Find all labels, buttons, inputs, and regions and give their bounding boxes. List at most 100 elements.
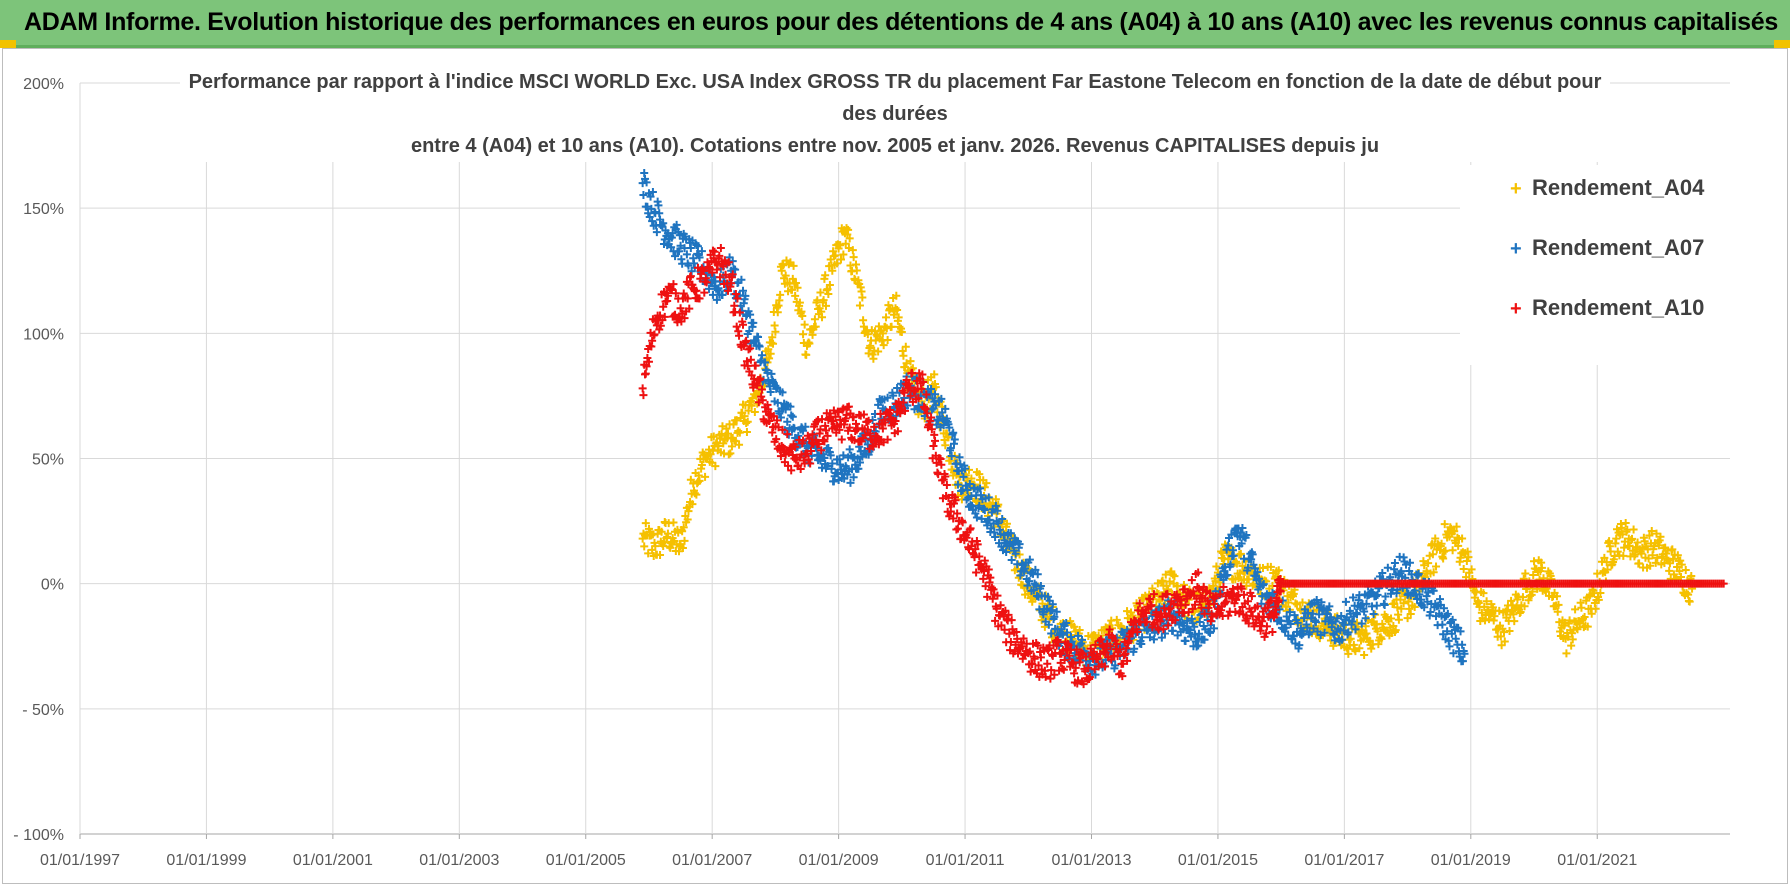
scatter-fill-point xyxy=(994,519,1003,528)
scatter-fill-point xyxy=(669,280,678,289)
scatter-fill-point xyxy=(869,442,878,451)
scatter-fill-point xyxy=(971,545,980,554)
scatter-fill-point xyxy=(1072,645,1081,654)
scatter-fill-point xyxy=(1349,593,1358,602)
scatter-fill-point xyxy=(1168,570,1177,579)
scatter-fill-point xyxy=(724,258,733,267)
scatter-fill-point xyxy=(874,347,883,356)
scatter-fill-point xyxy=(844,402,853,411)
scatter-fill-point xyxy=(1449,649,1458,658)
scatter-fill-point xyxy=(1247,607,1256,616)
scatter-fill-point xyxy=(766,349,775,358)
scatter-fill-point xyxy=(1006,638,1015,647)
scatter-fill-point xyxy=(692,240,701,249)
scatter-fill-point xyxy=(793,283,802,292)
scatter-fill-point xyxy=(833,259,842,268)
scatter-fill-point xyxy=(1669,554,1678,563)
scatter-fill-point xyxy=(659,302,668,311)
scatter-fill-point xyxy=(667,243,676,252)
scatter-fill-point xyxy=(1625,541,1634,550)
scatter-fill-point xyxy=(1293,618,1302,627)
banner-title: ADAM Informe. Evolution historique des p… xyxy=(24,8,1778,36)
x-tick-label: 01/01/2011 xyxy=(926,852,1005,869)
scatter-fill-point xyxy=(791,278,800,287)
scatter-fill-point xyxy=(1676,556,1685,565)
scatter-fill-point xyxy=(1315,610,1324,619)
scatter-fill-point xyxy=(1645,531,1654,540)
scatter-fill-point xyxy=(686,272,695,281)
scatter-fill-point xyxy=(1187,576,1196,585)
y-tick-label: 200% xyxy=(23,76,64,93)
scatter-fill-point xyxy=(996,601,1005,610)
scatter-fill-point xyxy=(660,312,669,321)
scatter-fill-point xyxy=(671,310,680,319)
scatter-fill-point xyxy=(1414,569,1423,578)
scatter-fill-point xyxy=(855,458,864,467)
scatter-fill-point xyxy=(1300,614,1309,623)
scatter-fill-point xyxy=(652,228,661,237)
scatter-fill-point xyxy=(1089,647,1098,656)
scatter-fill-point xyxy=(1025,577,1034,586)
scatter-fill-point xyxy=(869,354,878,363)
scatter-fill-point xyxy=(1443,609,1452,618)
scatter-fill-point xyxy=(723,286,732,295)
scatter-fill-point xyxy=(789,261,798,270)
scatter-fill-point xyxy=(668,229,677,238)
x-tick-label: 01/01/2007 xyxy=(672,852,752,869)
scatter-fill-point xyxy=(733,294,742,303)
scatter-fill-point xyxy=(1033,641,1042,650)
scatter-fill-point xyxy=(1591,604,1600,613)
scatter-fill-point xyxy=(778,388,787,397)
scatter-fill-point xyxy=(932,458,941,467)
scatter-fill-point xyxy=(715,251,724,260)
scatter-fill-point xyxy=(756,374,765,383)
scatter-fill-point xyxy=(674,247,683,256)
scatter-fill-point xyxy=(1078,635,1087,644)
scatter-fill-point xyxy=(885,405,894,414)
scatter-fill-point xyxy=(1456,627,1465,636)
scatter-fill-point xyxy=(685,304,694,313)
scatter-fill-point xyxy=(842,410,851,419)
legend-label-a07: Rendement_A07 xyxy=(1532,235,1705,260)
scatter-fill-point xyxy=(1170,572,1179,581)
scatter-fill-point xyxy=(1452,522,1461,531)
scatter-fill-point xyxy=(1011,549,1020,558)
scatter-fill-point xyxy=(1528,587,1537,596)
data-point xyxy=(967,474,976,483)
scatter-fill-point xyxy=(1247,555,1256,564)
data-point xyxy=(638,384,647,393)
scatter-fill-point xyxy=(1367,644,1376,653)
x-tick-label: 01/01/1997 xyxy=(40,852,120,869)
data-point xyxy=(1194,629,1203,638)
scatter-fill-point xyxy=(1253,602,1262,611)
scatter-fill-point xyxy=(1567,641,1576,650)
scatter-fill-point xyxy=(931,390,940,399)
scatter-fill-point xyxy=(971,509,980,518)
scatter-fill-point xyxy=(883,435,892,444)
scatter-fill-point xyxy=(679,289,688,298)
scatter-fill-point xyxy=(927,413,936,422)
scatter-fill-point xyxy=(1344,649,1353,658)
scatter-fill-point xyxy=(654,201,663,210)
scatter-fill-point xyxy=(705,264,714,273)
scatter-fill-point xyxy=(1399,599,1408,608)
scatter-fill-point xyxy=(709,432,718,441)
y-tick-label: 100% xyxy=(23,326,64,343)
scatter-fill-point xyxy=(1034,661,1043,670)
scatter-fill-point xyxy=(787,285,796,294)
scatter-fill-point xyxy=(754,332,763,341)
scatter-fill-point xyxy=(1243,614,1252,623)
data-point xyxy=(1194,584,1203,593)
scatter-fill-point xyxy=(1573,625,1582,634)
scatter-fill-point xyxy=(1100,662,1109,671)
scatter-fill-point xyxy=(1443,627,1452,636)
scatter-fill-point xyxy=(818,313,827,322)
scatter-fill-point xyxy=(942,481,951,490)
scatter-fill-point xyxy=(639,190,648,199)
scatter-fill-point xyxy=(1002,519,1011,528)
scatter-fill-point xyxy=(718,291,727,300)
scatter-fill-point xyxy=(1424,559,1433,568)
scatter-fill-point xyxy=(726,449,735,458)
scatter-fill-point xyxy=(1147,601,1156,610)
